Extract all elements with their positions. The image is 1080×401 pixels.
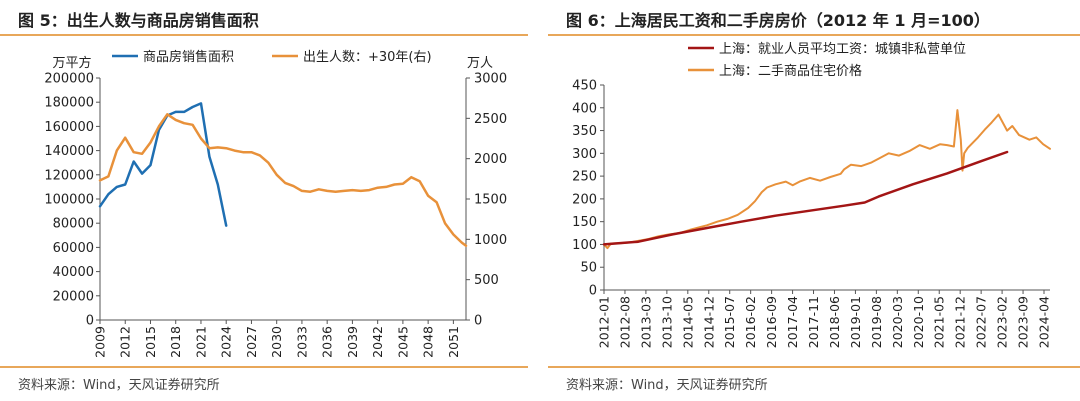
x-tick-label: 2012 [118,326,133,358]
legend-housing-price-label: 上海：二手商品住宅价格 [719,63,862,79]
x-tick-label: 2021-12 [953,296,968,348]
y-tick-label: 150 [572,215,597,230]
x-tick-label: 2021 [193,326,208,358]
y-tick-label: 300 [572,147,597,162]
left-chart-title: 图 5：出生人数与商品房销售面积 [18,11,259,30]
x-tick-label: 2021-05 [932,296,947,348]
legend-wage-label: 上海：就业人员平均工资：城镇非私营单位 [719,42,966,57]
x-tick-label: 2023-02 [995,296,1010,348]
x-tick-label: 2027 [244,326,259,358]
legend-births-label: 出生人数：+30年(右) [303,50,432,65]
left-chart-svg: 0200004000060000800001000001200001400001… [44,49,507,358]
y-left-tick-label: 180000 [44,96,94,111]
x-tick-label: 2017-11 [806,296,821,348]
y-tick-label: 50 [580,261,597,276]
x-tick-label: 2017-04 [785,296,800,348]
y-left-tick-label: 100000 [44,193,94,208]
legend-sales-area-label: 商品房销售面积 [143,49,234,65]
y-left-tick-label: 80000 [53,217,94,232]
y-tick-label: 100 [572,238,597,253]
right-chart-svg: 0 50 100 150 200 250 300 350 400 450 2012-01 2012-0… [572,42,1052,348]
y-right-tick-label: 3000 [474,72,507,87]
y-right-tick-label: 2500 [474,112,507,127]
y-left-tick-label: 120000 [44,168,94,183]
y-right-tick-label: 1000 [474,233,507,248]
y-left-tick-label: 160000 [44,120,94,135]
y-left-tick-label: 60000 [53,241,94,256]
y-left-tick-label: 0 [86,314,94,329]
right-bottom-rule [548,366,1080,368]
x-tick-label: 2033 [294,326,309,358]
y-tick-label: 250 [572,170,597,185]
left-chart-panel: 图 5：出生人数与商品房销售面积 0 20000 40000 60000 80000 10… [0,0,528,401]
y-right-axis-unit: 万人 [467,56,493,71]
x-tick-label: 2014-12 [701,296,716,348]
y-left-tick-label: 140000 [44,144,94,159]
x-tick-label: 2020-10 [911,296,926,348]
x-tick-label: 2018-06 [827,296,842,348]
x-tick-label: 2039 [345,326,360,358]
x-tick-label: 2019-01 [848,296,863,348]
housing-price-series-line [603,109,1051,250]
right-chart-title: 图 6：上海居民工资和二手房房价（2012 年 1 月=100） [566,11,990,30]
x-tick-label: 2024-04 [1037,296,1052,348]
x-tick-label: 2042 [370,326,385,358]
y-left-tick-label: 200000 [44,72,94,87]
x-tick-label: 2036 [320,326,335,358]
y-tick-label: 450 [572,79,597,94]
y-tick-label: 350 [572,124,597,139]
sales-area-series-line [98,102,228,227]
left-source-note: 资料来源：Wind，天风证券研究所 [18,378,220,393]
left-top-rule [0,34,528,36]
x-tick-label: 2048 [421,326,436,358]
wage-series-line [602,150,1009,246]
x-tick-label: 2051 [446,326,461,358]
births-series-line [98,113,468,248]
y-right-tick-label: 500 [474,273,499,288]
y-tick-label: 400 [572,101,597,116]
y-right-tick-label: 0 [474,314,482,329]
y-left-tick-label: 20000 [53,289,94,304]
right-source-note: 资料来源：Wind，天风证券研究所 [566,378,768,393]
x-tick-label: 2045 [395,326,410,358]
x-tick-label: 2018 [168,326,183,358]
y-tick-label: 0 [589,284,597,299]
y-tick-label: 200 [572,192,597,207]
y-left-tick-label: 40000 [53,265,94,280]
x-tick-label: 2016-02 [743,296,758,348]
x-tick-label: 2015 [143,326,158,358]
y-left-axis-unit: 万平方 [52,55,91,71]
x-tick-label: 2013-03 [638,296,653,348]
x-tick-label: 2012-08 [617,296,632,348]
x-tick-label: 2024 [219,326,234,358]
y-right-tick-label: 2000 [474,152,507,167]
x-tick-label: 2009 [93,326,108,358]
x-tick-label: 2013-10 [659,296,674,348]
x-tick-label: 2014-05 [680,296,695,348]
x-tick-label: 2023-09 [1016,296,1031,348]
x-tick-label: 2012-01 [597,296,612,348]
x-tick-label: 2019-08 [869,296,884,348]
y-right-tick-label: 1500 [474,193,507,208]
left-bottom-rule [0,366,528,368]
x-tick-label: 2020-03 [890,296,905,348]
right-top-rule [548,34,1080,36]
right-chart-panel: 图 6：上海居民工资和二手房房价（2012 年 1 月=100） 0 50 100 1… [548,0,1080,401]
x-tick-label: 2022-07 [974,296,989,348]
x-tick-label: 2016-09 [764,296,779,348]
x-tick-label: 2015-07 [722,296,737,348]
x-tick-label: 2030 [269,326,284,358]
